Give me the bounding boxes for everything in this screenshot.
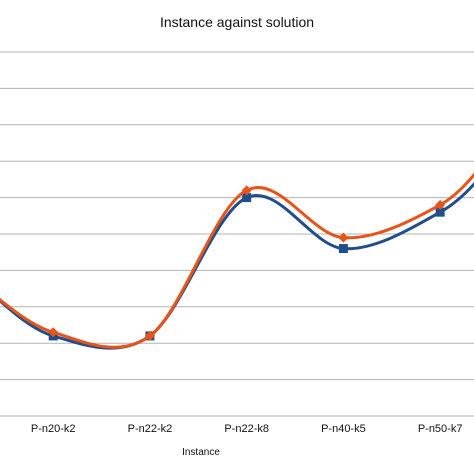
x-tick-P-n20-k2: P-n20-k2 [31,423,76,435]
series-1-line [0,181,474,350]
x-tick-P-n40-k5: P-n40-k5 [321,423,366,435]
series-group [0,172,474,350]
series-2-point-0 [48,327,59,338]
series-2-point-4 [435,199,446,210]
series-1-point-2 [242,193,252,203]
x-tick-P-n22-k8: P-n22-k8 [224,423,269,435]
series-2-point-2 [241,185,252,196]
x-tick-P-n22-k2: P-n22-k2 [128,423,173,435]
x-tick-labels: P-n20-k2 P-n22-k2 P-n22-k8 P-n40-k5 P-n50-k7 [31,423,463,435]
x-axis-label: Instance [182,447,220,458]
series-1 [0,181,474,350]
x-tick-P-n50-k7: P-n50-k7 [418,423,463,435]
series-2-point-1 [144,330,155,341]
chart-title: Instance against solution [160,14,314,30]
series-2-line [0,172,474,349]
series-1-point-3 [338,244,348,254]
series-2-point-3 [338,232,349,243]
series-2 [0,172,474,349]
series-1-point-4 [435,207,445,217]
